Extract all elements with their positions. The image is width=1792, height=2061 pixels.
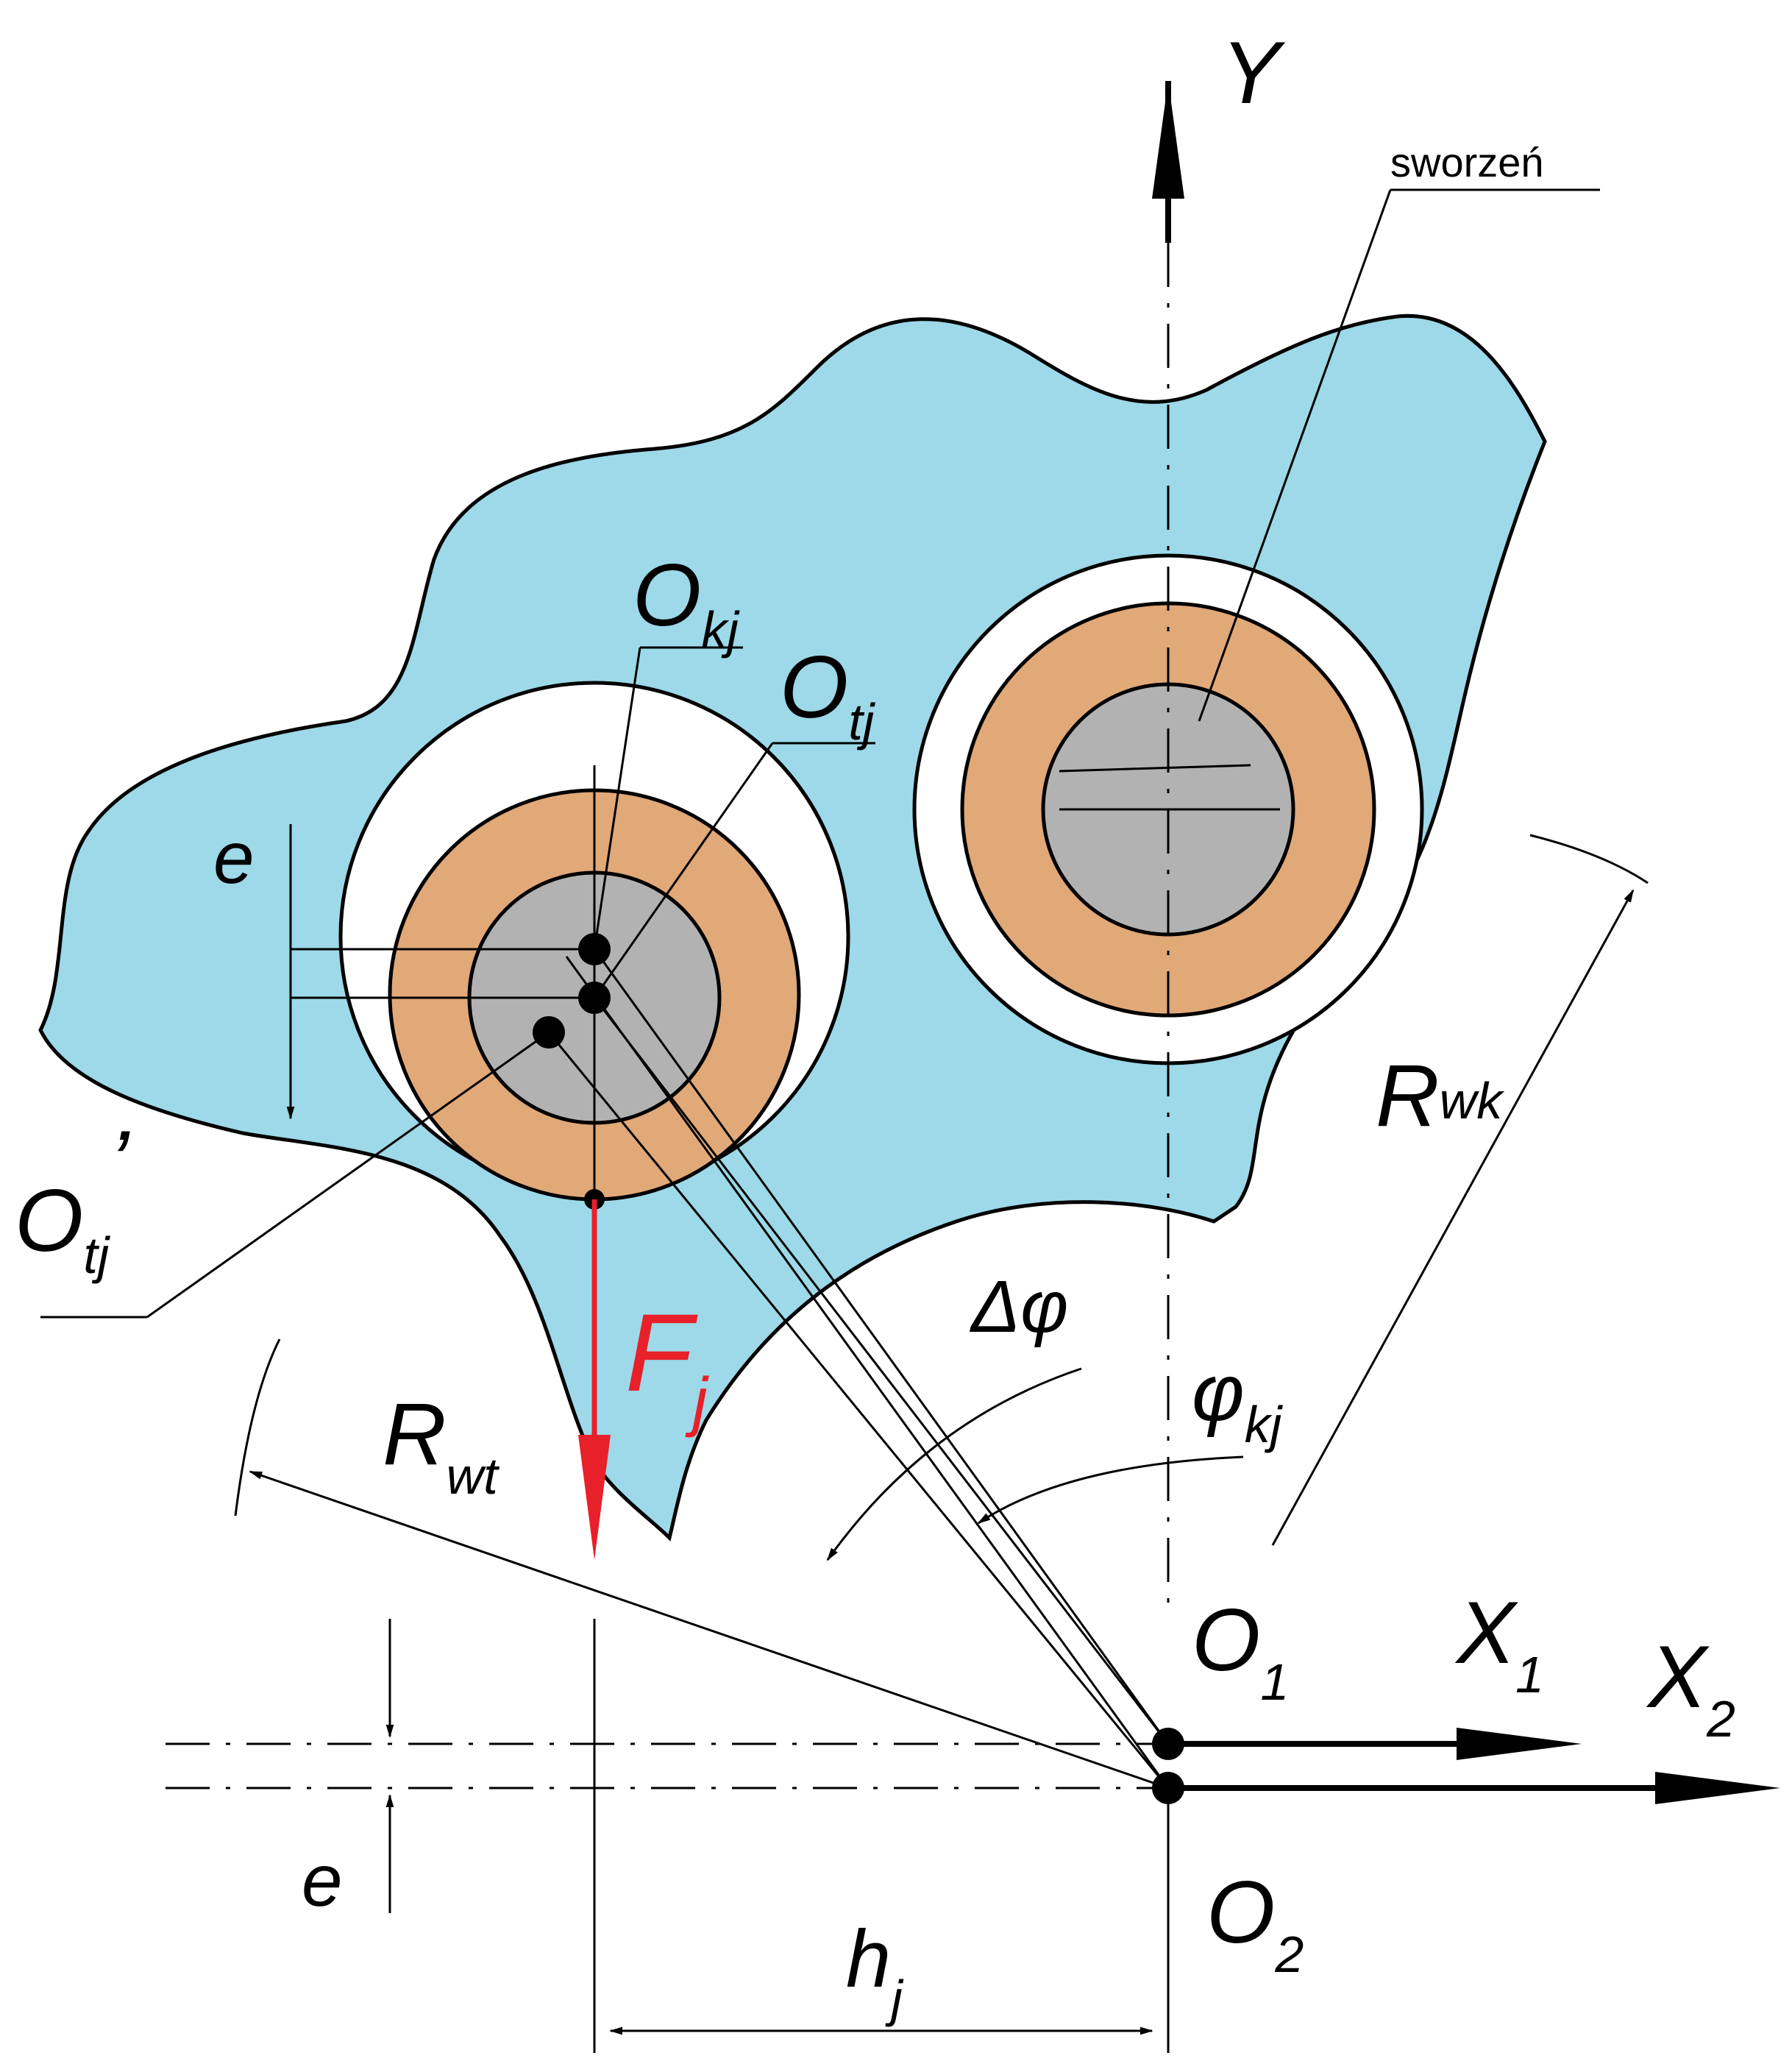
label-e-top: e: [213, 817, 255, 899]
label-o-tj-prime: Otj’: [15, 1113, 130, 1284]
ray-o2-to-okj: [565, 956, 1170, 1789]
label-o2: O2: [1206, 1863, 1304, 1983]
rwk-arc: [1529, 834, 1649, 884]
delta-phi-arc: [826, 1367, 1082, 1561]
leader-o-tj-prime: [146, 1031, 550, 1319]
label-delta-phi: Δφ: [970, 1266, 1068, 1348]
label-x1: X1: [1454, 1583, 1544, 1703]
label-o-kj: Okj: [633, 546, 740, 659]
label-x2: X2: [1646, 1628, 1735, 1748]
y-axis-arrowhead: [1152, 81, 1184, 199]
rwt-dim-line: [249, 1470, 1169, 1789]
label-r-wt: Rwt: [383, 1385, 499, 1505]
label-sworzen: sworzeń: [1390, 139, 1544, 185]
leader-sworzen: [1198, 189, 1392, 722]
rwt-arc: [234, 1338, 281, 1517]
x1-axis-arrowhead: [1457, 1728, 1582, 1760]
ray-o1-to-otj: [593, 948, 1170, 1745]
ray-o1-to-otj: [593, 997, 1170, 1745]
label-hj: hj: [846, 1914, 904, 2027]
label-axis-y: Y: [1221, 24, 1286, 122]
label-o1: O1: [1192, 1591, 1289, 1711]
label-r-wk: Rwk: [1376, 1046, 1504, 1145]
label-phi-kj: φkj: [1192, 1347, 1284, 1453]
phi-kj-arc: [977, 1455, 1244, 1525]
ray-o2-to-otj-prime: [547, 1032, 1170, 1789]
leader-o-kj: [593, 647, 641, 950]
rwk-dim-line: [1271, 889, 1635, 1546]
leader-o-tj: [593, 742, 774, 998]
label-e-bottom: e: [302, 1840, 343, 1922]
right-pin-tick: [1059, 764, 1251, 773]
force-vector-arrowhead: [578, 1435, 611, 1560]
x2-axis-arrowhead: [1655, 1772, 1780, 1804]
label-o-tj: Otj: [780, 638, 876, 751]
